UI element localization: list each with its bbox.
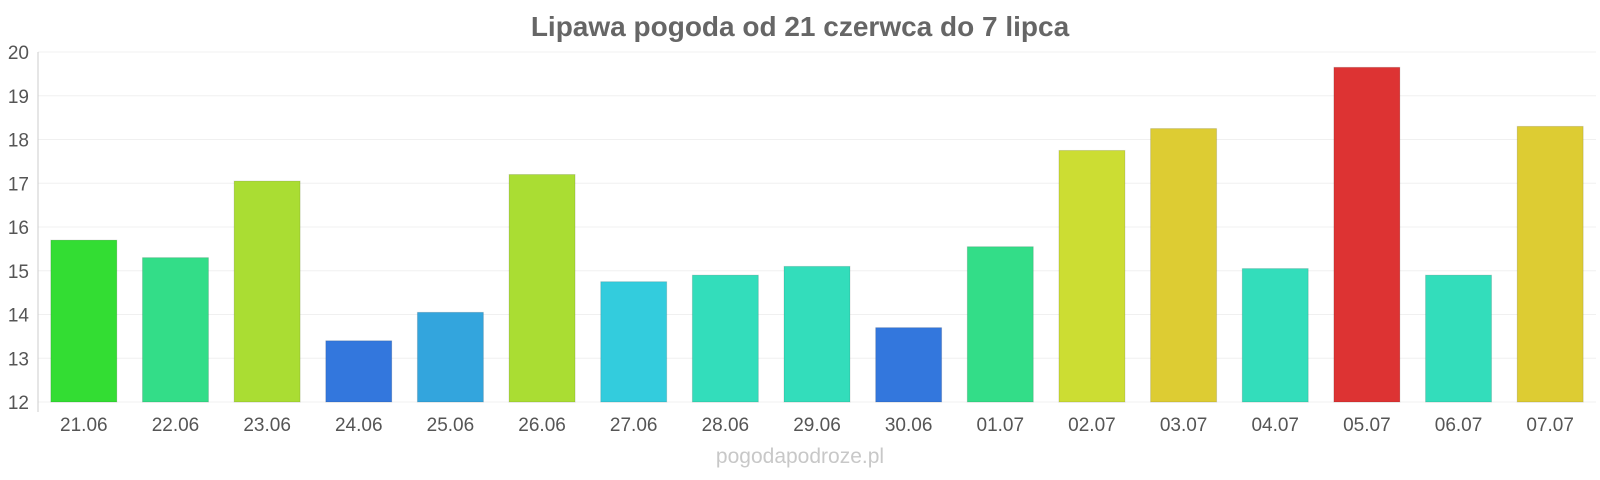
bar-26.06	[508, 174, 576, 403]
bar-30.06	[875, 327, 943, 403]
x-tick-label: 05.07	[1343, 415, 1391, 436]
bar-23.06	[233, 180, 301, 403]
bar-22.06	[141, 257, 209, 403]
y-axis: 12 13 14 15 16 17 18 19 20	[8, 43, 39, 414]
y-tick-label: 14	[8, 306, 30, 327]
x-tick-label: 29.06	[793, 415, 841, 436]
x-axis: 21.06 22.06 23.06 24.06 25.06 26.06 27.06 28.06…	[60, 415, 1574, 436]
bar-06.07	[1425, 274, 1493, 403]
x-tick-label: 03.07	[1160, 415, 1208, 436]
x-tick-label: 30.06	[885, 415, 933, 436]
bar-24.06	[325, 340, 393, 403]
x-tick-label: 25.06	[427, 415, 475, 436]
bar-03.07	[1150, 128, 1218, 403]
x-tick-label: 26.06	[518, 415, 566, 436]
y-tick-label: 15	[8, 262, 29, 283]
x-tick-label: 02.07	[1068, 415, 1116, 436]
y-tick-label: 19	[8, 87, 29, 108]
x-tick-label: 27.06	[610, 415, 658, 436]
x-tick-label: 23.06	[243, 415, 291, 436]
bar-27.06	[600, 281, 668, 403]
x-tick-label: 28.06	[702, 415, 750, 436]
watermark: pogodapodroze.pl	[716, 445, 884, 468]
bar-04.07	[1241, 268, 1309, 403]
bar-25.06	[416, 311, 484, 403]
bar-05.07	[1333, 66, 1401, 403]
x-tick-label: 04.07	[1251, 415, 1299, 436]
y-tick-label: 16	[8, 218, 29, 239]
bar-02.07	[1058, 149, 1126, 403]
y-tick-label: 12	[8, 393, 29, 414]
x-tick-label: 21.06	[60, 415, 108, 436]
y-tick-label: 17	[8, 174, 29, 195]
x-tick-label: 22.06	[152, 415, 200, 436]
bar-28.06	[691, 274, 759, 403]
y-tick-label: 13	[8, 349, 29, 370]
bar-07.07	[1516, 125, 1584, 403]
y-tick-label: 20	[8, 43, 29, 64]
x-tick-label: 01.07	[977, 415, 1025, 436]
x-tick-label: 06.07	[1435, 415, 1483, 436]
bars	[50, 66, 1584, 403]
bar-21.06	[50, 239, 118, 403]
bar-29.06	[783, 265, 851, 403]
bar-01.07	[966, 246, 1034, 403]
y-tick-label: 18	[8, 131, 29, 152]
x-tick-label: 07.07	[1526, 415, 1574, 436]
chart-title: Lipawa pogoda od 21 czerwca do 7 lipca	[531, 11, 1070, 42]
x-tick-label: 24.06	[335, 415, 383, 436]
